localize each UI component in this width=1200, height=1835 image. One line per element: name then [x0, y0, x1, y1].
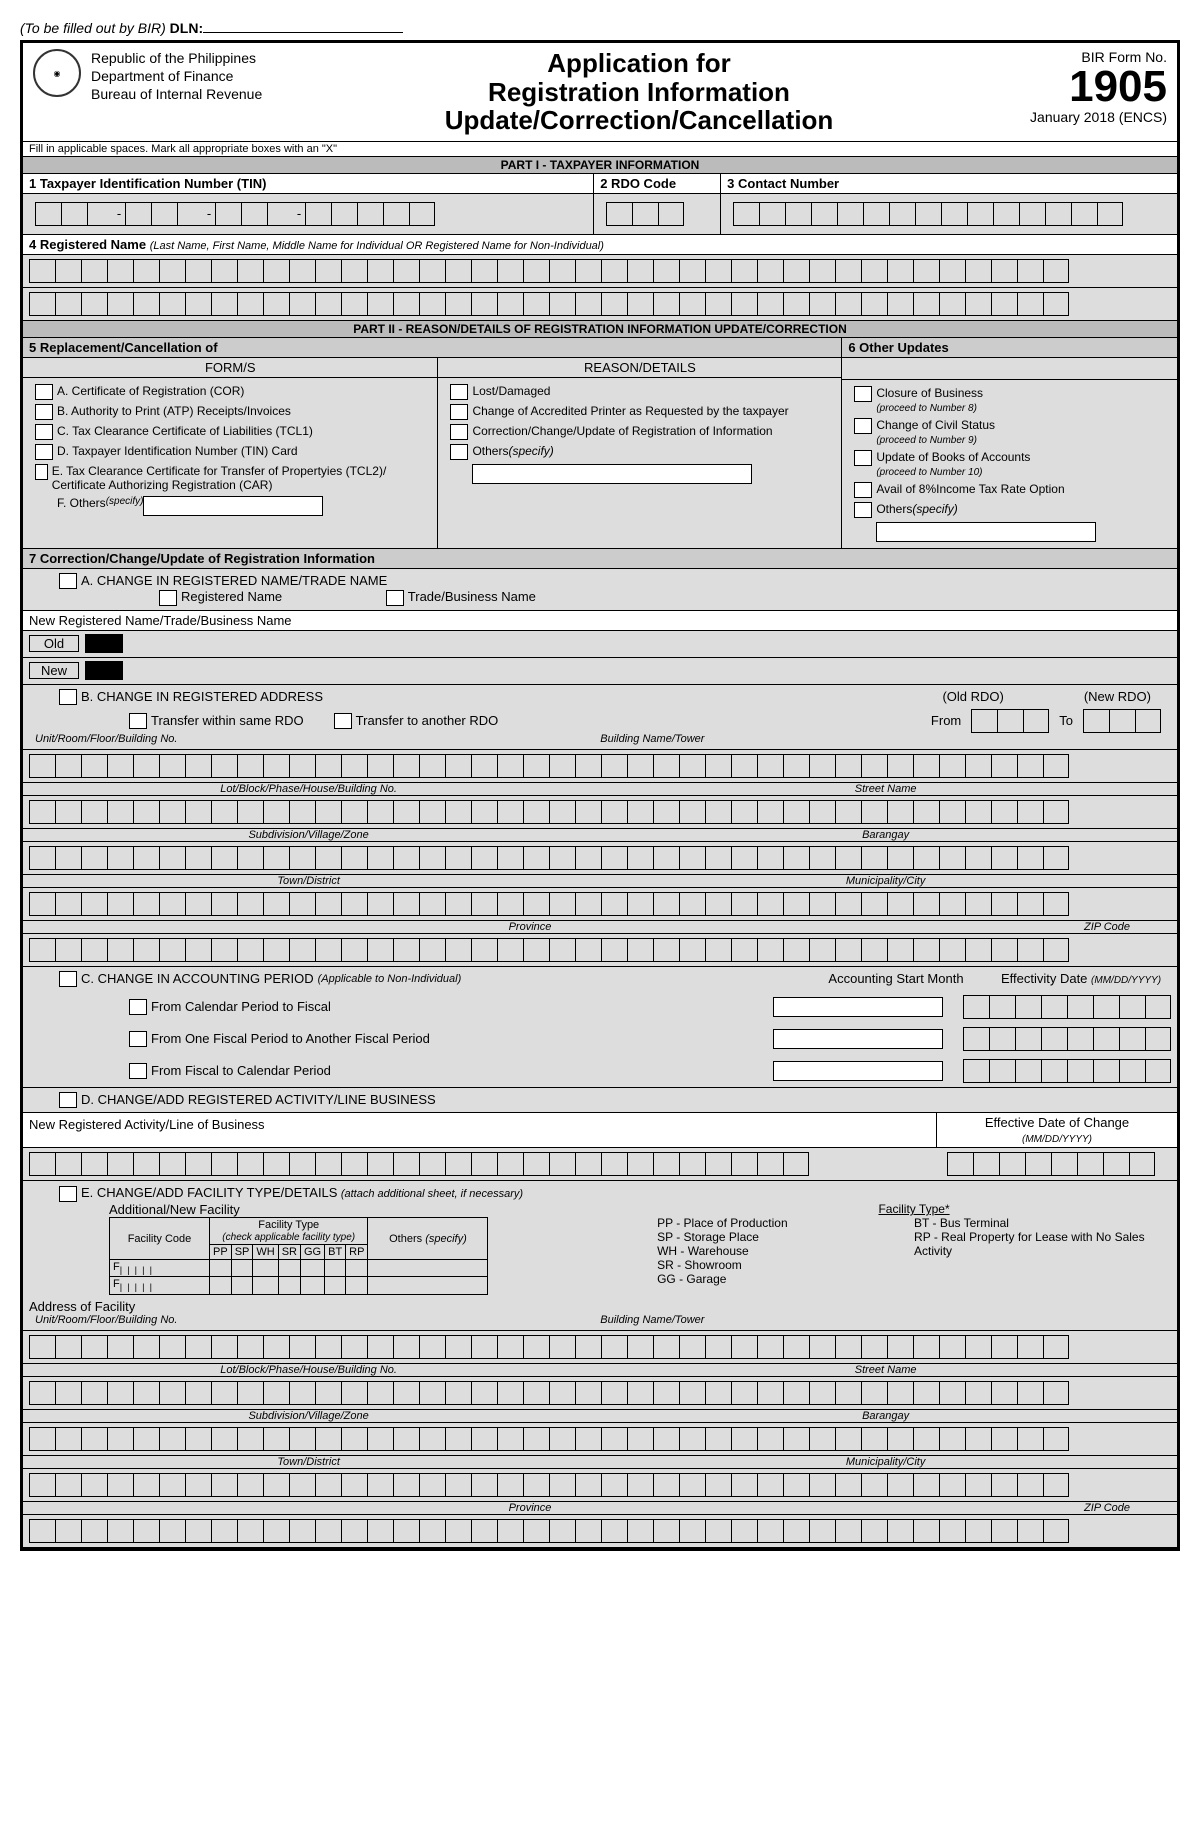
section-7d-labels: New Registered Activity/Line of Business…	[23, 1113, 1177, 1148]
row-tin-boxes[interactable]: - - -	[23, 194, 1177, 235]
form-header: ◉ Republic of the Philippines Department…	[23, 43, 1177, 142]
label-new-name: New Registered Name/Trade/Business Name	[23, 611, 1177, 631]
input-form-other[interactable]	[143, 496, 323, 516]
input-update-other[interactable]	[876, 522, 1096, 542]
checkbox-update-d[interactable]	[854, 482, 872, 498]
row-new-name[interactable]: New document.write(Array(37).fill('<span…	[23, 658, 1177, 685]
checkbox-reason-c[interactable]	[450, 424, 468, 440]
checkbox-update-a[interactable]	[854, 386, 872, 402]
checkbox-transfer-same[interactable]	[129, 713, 147, 729]
seal-icon: ◉	[33, 49, 81, 97]
checkbox-7d[interactable]	[59, 1092, 77, 1108]
checkbox-update-e[interactable]	[854, 502, 872, 518]
checkbox-7a[interactable]	[59, 573, 77, 589]
checkbox-7e[interactable]	[59, 1186, 77, 1202]
checkbox-7a-reg[interactable]	[159, 590, 177, 606]
checkbox-form-d[interactable]	[35, 444, 53, 460]
checkbox-reason-b[interactable]	[450, 404, 468, 420]
dln-line: (To be filled out by BIR) DLN:	[20, 20, 1180, 36]
row-7d-boxes[interactable]: document.write(Array(30).fill('<span cla…	[23, 1148, 1177, 1181]
checkbox-7b[interactable]	[59, 689, 77, 705]
checkbox-form-b[interactable]	[35, 404, 53, 420]
checkbox-update-c[interactable]	[854, 450, 872, 466]
form-number-block: BIR Form No. 1905 January 2018 (ENCS)	[967, 49, 1167, 125]
facility-table[interactable]: Facility CodeFacility Type(check applica…	[109, 1217, 488, 1294]
form-title: Application for Registration Information…	[311, 49, 967, 135]
org-block: Republic of the Philippines Department o…	[91, 49, 311, 104]
instruction: Fill in applicable spaces. Mark all appr…	[23, 142, 1177, 157]
part1-header: PART I - TAXPAYER INFORMATION	[23, 157, 1177, 174]
section-7e: E. CHANGE/ADD FACILITY TYPE/DETAILS (att…	[23, 1181, 1177, 1330]
section-7-header: 7 Correction/Change/Update of Registrati…	[23, 549, 1177, 569]
checkbox-form-a[interactable]	[35, 384, 53, 400]
form-container: ◉ Republic of the Philippines Department…	[20, 40, 1180, 1551]
checkbox-7a-trade[interactable]	[386, 590, 404, 606]
forms-reasons-updates: FORM/S A. Certificate of Registration (C…	[23, 358, 1177, 549]
section-7a: A. CHANGE IN REGISTERED NAME/TRADE NAME …	[23, 569, 1177, 611]
checkbox-transfer-other[interactable]	[334, 713, 352, 729]
row-regname-boxes2[interactable]: document.write(Array(40).fill('<span cla…	[23, 288, 1177, 321]
input-reason-other[interactable]	[472, 464, 752, 484]
checkbox-update-b[interactable]	[854, 418, 872, 434]
part2-header: PART II - REASON/DETAILS OF REGISTRATION…	[23, 321, 1177, 338]
checkbox-reason-a[interactable]	[450, 384, 468, 400]
section-7c: C. CHANGE IN ACCOUNTING PERIOD (Applicab…	[23, 967, 1177, 1088]
checkbox-form-c[interactable]	[35, 424, 53, 440]
row-regname-label: 4 Registered Name (Last Name, First Name…	[23, 235, 1177, 255]
checkbox-form-e[interactable]	[35, 464, 48, 480]
row-old-name[interactable]: Old document.write(Array(37).fill('<span…	[23, 631, 1177, 658]
checkbox-7c[interactable]	[59, 971, 77, 987]
checkbox-reason-d[interactable]	[450, 444, 468, 460]
row-5-6-headers: 5 Replacement/Cancellation of 6 Other Up…	[23, 338, 1177, 358]
row-regname-boxes1[interactable]: document.write(Array(40).fill('<span cla…	[23, 255, 1177, 288]
row-tin-rdo-contact: 1 Taxpayer Identification Number (TIN) 2…	[23, 174, 1177, 194]
section-7d-hdr: D. CHANGE/ADD REGISTERED ACTIVITY/LINE B…	[23, 1088, 1177, 1114]
section-7b: B. CHANGE IN REGISTERED ADDRESS (Old RDO…	[23, 685, 1177, 750]
